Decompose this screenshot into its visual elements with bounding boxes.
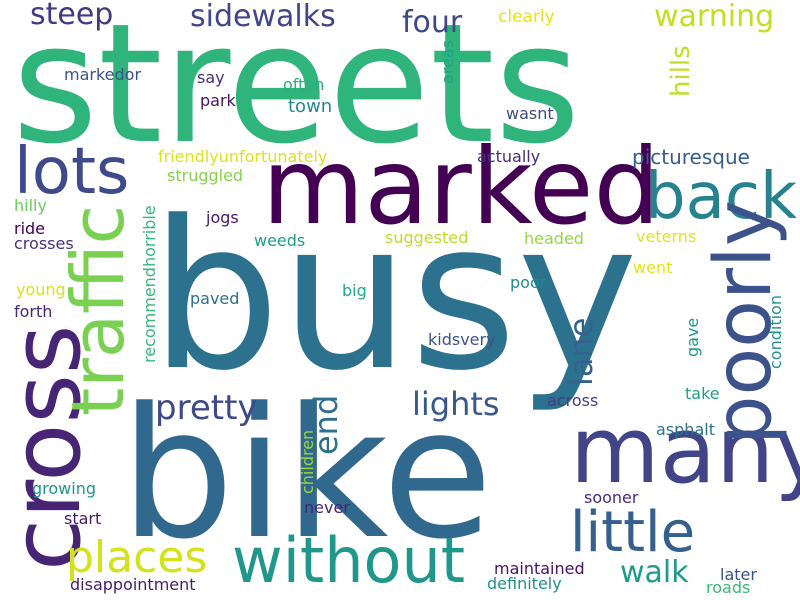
cloud-word-four: four [402,5,463,40]
cloud-word-clearly: clearly [498,7,555,27]
cloud-word-steep: steep [30,0,114,32]
cloud-word-asphalt: asphalt [656,420,715,439]
cloud-word-maintained: maintained [494,559,585,578]
cloud-word-definitely: definitely [487,574,562,593]
cloud-word-back: back [645,160,798,234]
cloud-word-young: young [16,280,66,299]
cloud-word-growing: growing [32,479,96,498]
cloud-word-lots: lots [14,135,130,209]
cloud-word-lane: lane [562,317,600,386]
cloud-word-across: across [547,391,599,410]
cloud-word-sooner: sooner [584,488,639,507]
cloud-word-kidsvery: kidsvery [428,330,496,349]
cloud-word-park: park [200,91,236,110]
cloud-word-markedor: markedor [64,65,142,84]
cloud-word-big: big [342,281,367,300]
cloud-word-poor: poor [510,273,547,292]
cloud-word-suggested: suggested [385,228,469,247]
cloud-word-roads: roads [706,578,751,597]
cloud-word-weeds: weeds [254,231,306,250]
cloud-word-warning: warning [654,0,775,34]
cloud-word-later: later [720,565,757,584]
cloud-word-hills: hills [666,45,696,97]
cloud-word-pretty: pretty [155,388,258,428]
cloud-word-veterns: veterns [636,227,697,246]
cloud-word-lights: lights [412,385,500,423]
cloud-word-disappointment: disappointment [70,575,196,594]
cloud-word-headed: headed [524,229,584,248]
cloud-word-streets: streets [12,0,581,180]
cloud-word-children: children [298,429,317,494]
cloud-word-recommendhorrible: recommendhorrible [140,205,159,363]
cloud-word-struggled: struggled [167,166,244,185]
cloud-word-take: take [685,384,720,403]
cloud-word-many: many [570,397,800,504]
cloud-word-paved: paved [190,289,240,308]
cloud-word-actually: actually [477,147,541,166]
cloud-word-picturesque: picturesque [632,145,750,169]
cloud-word-start: start [64,509,102,528]
cloud-word-marked: marked [262,126,661,248]
cloud-word-bike: bike [120,370,493,579]
cloud-word-places: places [66,532,208,583]
cloud-word-areas: areas [438,39,457,84]
cloud-word-hilly: hilly [14,196,47,215]
cloud-word-little: little [570,500,696,565]
cloud-word-often: often [283,75,325,94]
cloud-word-never: never [304,498,350,517]
cloud-word-busy: busy [150,178,639,416]
cloud-word-went: went [633,258,673,277]
cloud-word-forth: forth [14,302,53,321]
cloud-word-ride: ride [14,219,46,238]
cloud-word-town: town [288,96,333,117]
cloud-word-without: without [232,524,466,597]
cloud-word-crosses: crosses [14,234,74,253]
cloud-word-friendlyunfortunately: friendlyunfortunately [158,147,328,166]
cloud-word-gave: gave [683,317,702,357]
cloud-word-jogs: jogs [206,208,239,227]
cloud-word-walk: walk [620,555,689,590]
cloud-word-wasnt: wasnt [506,104,554,123]
cloud-word-sidewalks: sidewalks [190,0,336,34]
cloud-word-condition: condition [766,295,785,369]
cloud-word-say: say [197,68,225,87]
